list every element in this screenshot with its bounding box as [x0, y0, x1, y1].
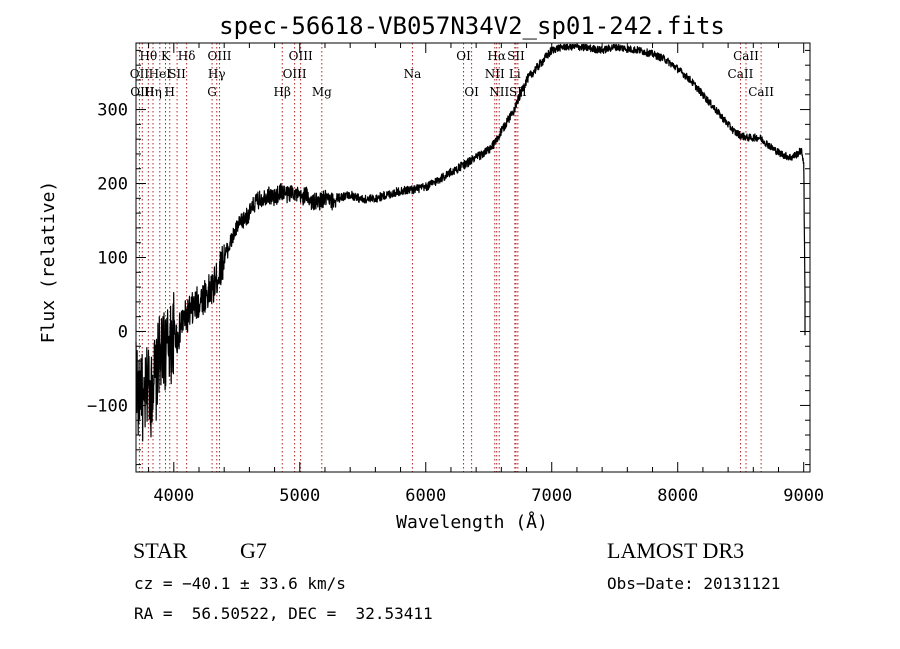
line-label-14: OIII [289, 49, 313, 63]
redshift-velocity: cz = −40.1 ± 33.6 km/s [134, 574, 346, 593]
line-label-5: K [161, 49, 171, 63]
line-label-23: SII [507, 49, 525, 63]
y-tick-label-3: 200 [97, 175, 128, 195]
line-label-17: OI [456, 49, 471, 63]
line-label-16: Na [404, 67, 422, 81]
line-label-8: Hδ [178, 49, 196, 63]
observation-date: Obs−Date: 20131121 [607, 574, 781, 593]
x-tick-label-5: 9000 [783, 486, 824, 506]
line-label-10: Hγ [208, 67, 226, 81]
line-label-4: HeI [149, 67, 172, 81]
line-label-9: G [207, 85, 217, 99]
line-label-0: OII [130, 67, 150, 81]
x-tick-label-0: 4000 [153, 486, 194, 506]
line-label-19: NII [485, 67, 505, 81]
line-label-15: Mg [312, 85, 332, 99]
line-label-18: OI [464, 85, 479, 99]
y-tick-label-0: −100 [87, 396, 128, 416]
spectral-line-markers [138, 43, 762, 472]
line-label-2: Hθ [139, 49, 157, 63]
chart-title: spec-56618-VB057N34V2_sp01-242.fits [219, 12, 725, 40]
object-subclass: G7 [240, 538, 267, 563]
x-tick-label-3: 7000 [531, 486, 572, 506]
y-tick-label-2: 100 [97, 249, 128, 269]
y-axis-label: Flux (relative) [38, 181, 59, 344]
sky-coordinates: RA = 56.50522, DEC = 32.53411 [134, 604, 433, 623]
line-label-25: CaII [728, 67, 754, 81]
y-tick-label-4: 300 [97, 101, 128, 121]
survey-label: LAMOST DR3 [607, 538, 745, 563]
spectral-line-labels: OIIOIIIHθHηHeIKHSIIHδGHγOIIIHβOIIIOIIIMg… [130, 49, 775, 99]
line-label-20: Hα [487, 49, 506, 63]
spectrum-line [135, 43, 806, 442]
object-class: STAR [133, 538, 188, 563]
line-label-11: OIII [207, 49, 231, 63]
y-tick-label-1: 0 [118, 322, 128, 342]
x-axis-label: Wavelength (Å) [396, 511, 548, 533]
line-label-12: Hβ [274, 85, 291, 99]
x-axis-ticks: 4000 5000 6000 7000 8000 9000 [148, 43, 824, 506]
line-label-21: NII [489, 85, 509, 99]
x-tick-label-1: 5000 [279, 486, 320, 506]
line-label-13: OIII [283, 67, 307, 81]
line-label-22: Li [509, 67, 521, 81]
line-label-6: H [165, 85, 175, 99]
line-label-3: Hη [144, 85, 162, 99]
x-tick-label-2: 6000 [405, 486, 446, 506]
line-label-26: CaII [733, 49, 759, 63]
line-label-7: SII [168, 67, 186, 81]
plot-frame [135, 42, 811, 473]
x-tick-label-4: 8000 [657, 486, 698, 506]
y-axis-ticks: −100 0 100 200 300 [87, 49, 810, 466]
line-label-27: CaII [748, 85, 774, 99]
